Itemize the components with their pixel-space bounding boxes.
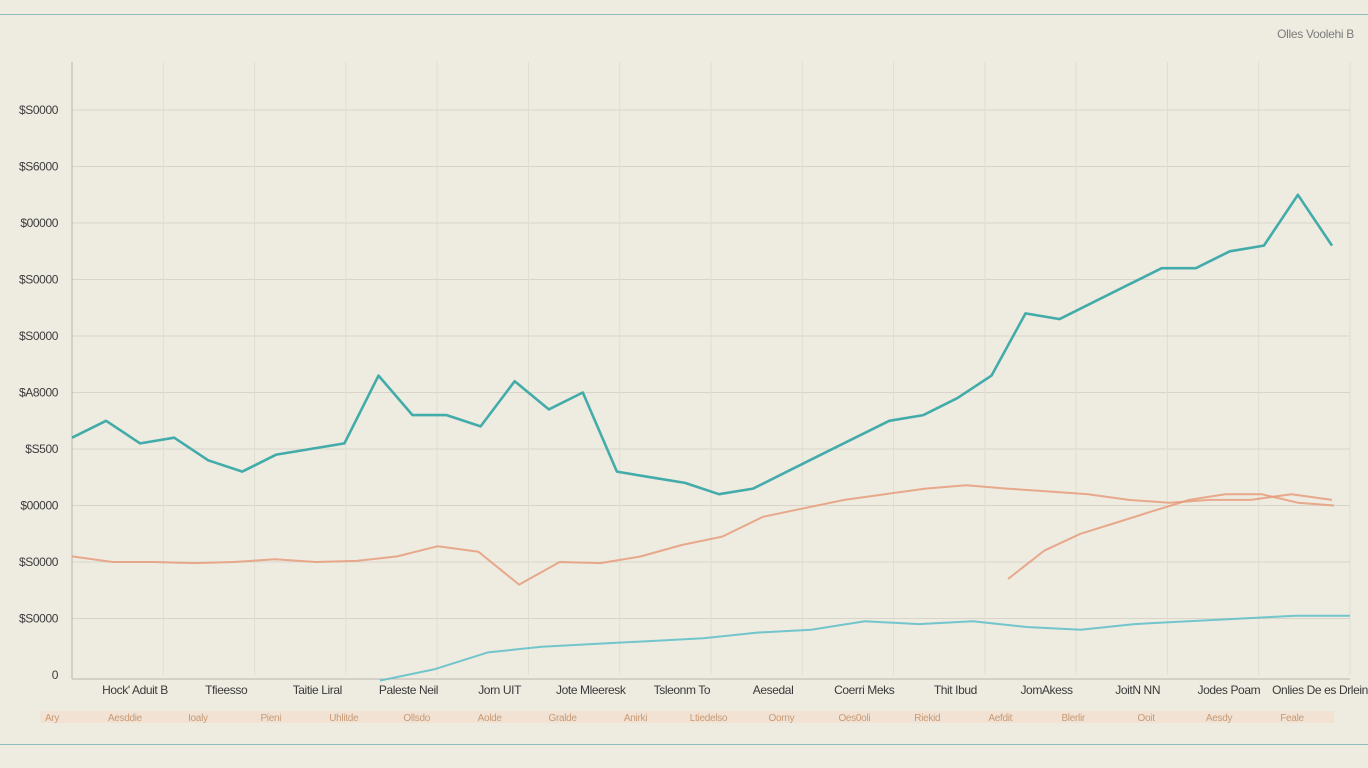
y-axis-ticks: 0 $S0000 $S0000 $00000 $S500 $A8000 $S0000 $S00… <box>19 103 59 682</box>
x-tick-label: Taitie Liral <box>293 683 342 697</box>
x-tick-label: Coerri Meks <box>834 683 895 697</box>
x-sub-label: Feale <box>1280 713 1304 724</box>
series-line <box>71 193 1334 496</box>
x-sub-label: Ollsdo <box>403 713 430 724</box>
x-tick-label: Hock' Aduit B <box>102 683 168 697</box>
x-sub-label: Riekid <box>914 713 940 724</box>
x-sub-label: Aolde <box>478 713 503 724</box>
x-tick-label: Tfieesso <box>205 683 248 697</box>
x-sub-label: Ary <box>45 713 59 724</box>
x-sub-label: Oorny <box>769 713 795 724</box>
x-sub-label: Ioaly <box>188 713 208 724</box>
y-tick-label: $S6000 <box>19 160 59 174</box>
x-sub-label: Aesddie <box>108 713 143 724</box>
x-sub-label: Oes0oli <box>838 713 870 724</box>
x-tick-label: Tsleonm To <box>654 683 711 697</box>
y-tick-label: 0 <box>52 668 59 682</box>
bottom-border <box>0 744 1368 745</box>
series-line <box>71 484 1333 586</box>
y-tick-label: $S0000 <box>19 612 59 626</box>
top-border <box>0 14 1368 15</box>
x-tick-label: Thit Ibud <box>934 683 977 697</box>
x-axis-ticks: Hock' Aduit B Tfieesso Taitie Liral Paleste… <box>102 683 1368 697</box>
series-line <box>1007 493 1335 580</box>
y-tick-label: $S500 <box>25 442 58 456</box>
x-sub-label: Uhlitde <box>329 713 359 724</box>
x-sub-label: Ltiedelso <box>690 713 728 724</box>
y-tick-label: $S0000 <box>19 103 59 117</box>
y-tick-label: $S0000 <box>19 329 59 343</box>
y-tick-label: $S0000 <box>19 273 59 287</box>
axes <box>71 62 1350 680</box>
x-tick-label: Aesedal <box>753 683 794 697</box>
x-sub-label: Gralde <box>548 713 577 724</box>
y-tick-label: $00000 <box>20 499 58 513</box>
y-tick-label: $A8000 <box>19 386 59 400</box>
x-sub-label: Ooit <box>1138 713 1156 724</box>
x-tick-label: Jodes Poam <box>1197 683 1260 697</box>
grid-lines <box>71 62 1351 675</box>
x-tick-label: Jorn UIT <box>478 683 522 697</box>
x-tick-label: Onlies De es Drlein <box>1272 683 1368 697</box>
sub-label-band <box>40 711 1334 723</box>
y-tick-label: $S0000 <box>19 555 59 569</box>
series-line <box>379 614 1350 682</box>
x-tick-label: Jote Mleeresk <box>556 683 627 697</box>
x-sub-label: Blerlir <box>1061 713 1085 724</box>
x-sub-label: Pieni <box>260 713 281 724</box>
x-sub-label: Aefdit <box>988 713 1012 724</box>
x-axis-sub-labels: Ary Aesddie Ioaly Pieni Uhlitde Ollsdo Aolde Gr… <box>40 711 1334 724</box>
x-tick-label: JoitN NN <box>1115 683 1160 697</box>
legend: Olles Voolehi B <box>1277 27 1354 41</box>
series-lines <box>71 193 1350 682</box>
x-sub-label: Anirki <box>624 713 647 724</box>
x-tick-label: JomAkess <box>1020 683 1073 697</box>
x-tick-label: Paleste Neil <box>379 683 438 697</box>
y-tick-label: $00000 <box>20 216 58 230</box>
x-sub-label: Aesdy <box>1206 713 1233 724</box>
